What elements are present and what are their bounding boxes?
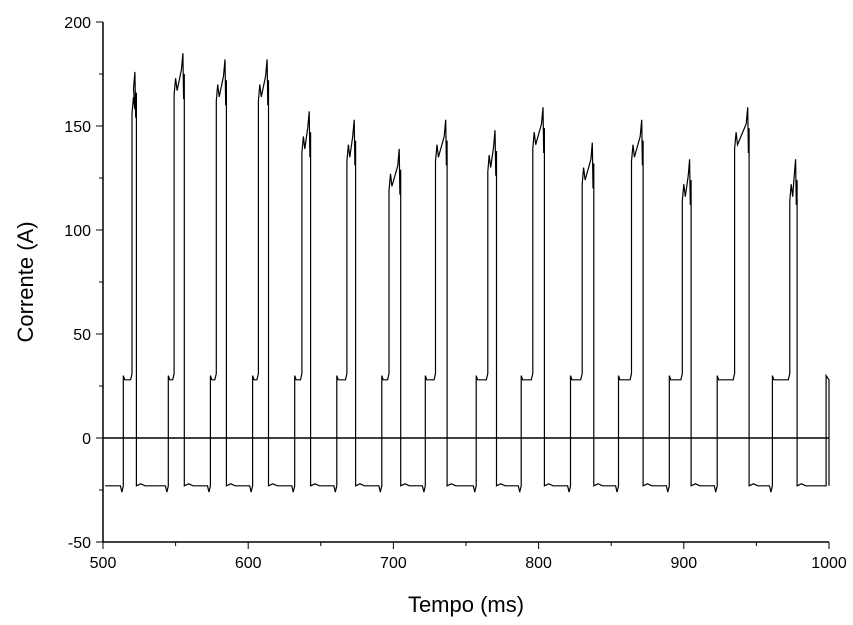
y-tick-label: 0 xyxy=(82,431,91,448)
y-tick-label: 200 xyxy=(64,15,91,32)
x-tick-label: 1000 xyxy=(811,555,847,572)
plot-area xyxy=(103,53,830,493)
x-tick-label: 800 xyxy=(525,555,552,572)
y-tick-label: 50 xyxy=(73,327,91,344)
y-axis-label: Corrente (A) xyxy=(13,221,38,342)
current-series-line xyxy=(105,53,830,493)
axes: 500 600 700 800 900 1000 -50 0 50 100 150 200 xyxy=(64,15,847,572)
x-tick-label: 900 xyxy=(670,555,697,572)
labels: Tempo (ms) Corrente (A) xyxy=(13,221,524,617)
y-tick-label: -50 xyxy=(68,535,91,552)
x-axis-label: Tempo (ms) xyxy=(408,592,524,617)
y-tick-label: 150 xyxy=(64,119,91,136)
y-tick-label: 100 xyxy=(64,223,91,240)
x-tick-label: 500 xyxy=(90,555,117,572)
x-tick-label: 700 xyxy=(380,555,407,572)
x-tick-label: 600 xyxy=(235,555,262,572)
